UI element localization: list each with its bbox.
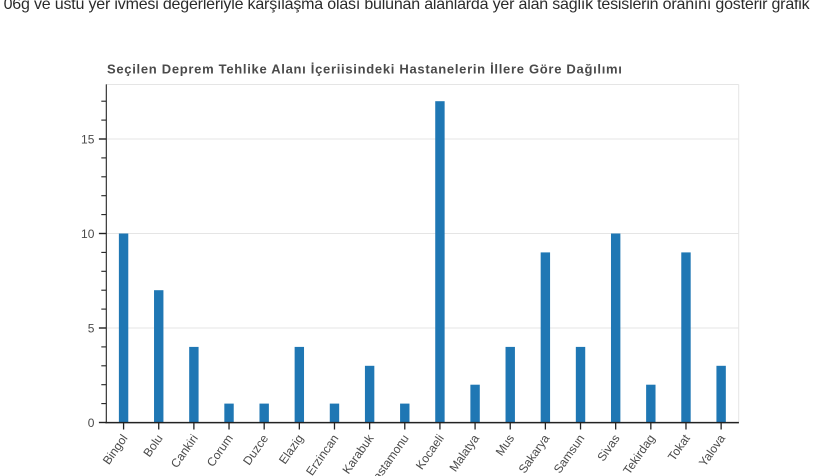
svg-text:Mus: Mus [493, 432, 517, 459]
svg-text:Erzincan: Erzincan [303, 432, 341, 476]
svg-text:Samsun: Samsun [551, 432, 588, 476]
svg-text:5: 5 [88, 322, 95, 336]
svg-text:Corum: Corum [204, 432, 236, 470]
svg-text:0: 0 [88, 416, 95, 430]
svg-text:Duzce: Duzce [240, 432, 271, 468]
svg-text:Seçilen Deprem Tehlike Alanı İ: Seçilen Deprem Tehlike Alanı İçeriisinde… [107, 62, 623, 77]
svg-text:Sakarya: Sakarya [516, 432, 553, 476]
svg-text:Elazig: Elazig [276, 432, 306, 467]
svg-text:Bolu: Bolu [140, 432, 165, 460]
svg-text:Yalova: Yalova [696, 432, 728, 470]
svg-text:15: 15 [81, 133, 95, 147]
svg-text:Bingol: Bingol [100, 432, 131, 467]
svg-text:Tokat: Tokat [665, 431, 693, 463]
svg-text:10: 10 [81, 227, 95, 241]
svg-text:Karabuk: Karabuk [339, 431, 377, 476]
svg-text:Tekirdag: Tekirdag [620, 432, 657, 476]
svg-text:Cankiri: Cankiri [168, 432, 201, 471]
svg-text:Kocaeli: Kocaeli [413, 432, 447, 472]
svg-text:Sivas: Sivas [594, 432, 622, 464]
svg-text:Malatya: Malatya [446, 432, 482, 475]
